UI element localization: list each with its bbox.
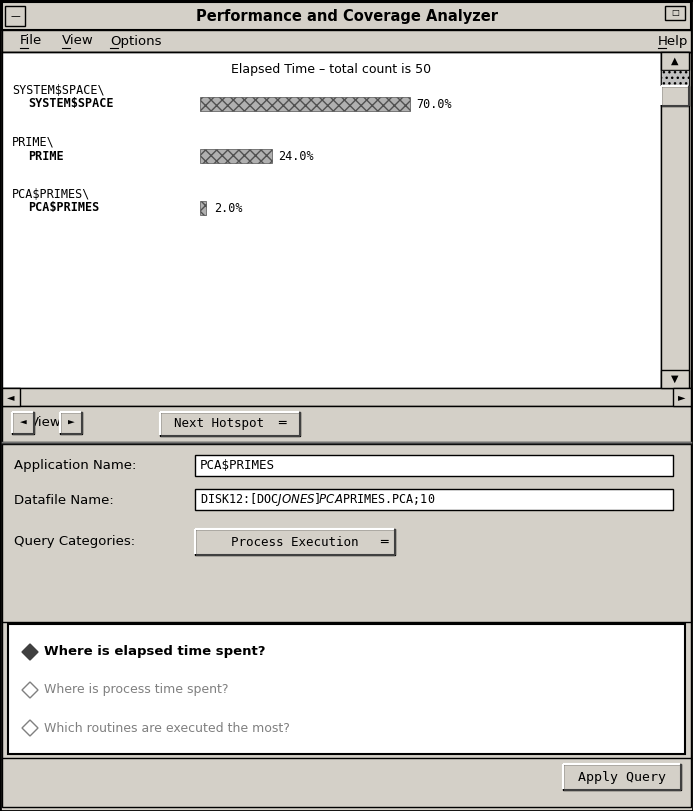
Text: ◄: ◄	[7, 392, 15, 402]
Bar	[673, 388, 691, 406]
Bar	[2, 30, 691, 52]
Bar	[2, 406, 691, 442]
Text: Performance and Coverage Analyzer: Performance and Coverage Analyzer	[195, 8, 498, 24]
Bar	[2, 758, 691, 807]
Text: Help: Help	[658, 35, 688, 48]
Bar	[2, 52, 691, 760]
Text: ▲: ▲	[672, 56, 678, 66]
Text: DISK12:[DOC$JONES]PCA$PRIMES.PCA;10: DISK12:[DOC$JONES]PCA$PRIMES.PCA;10	[200, 491, 435, 508]
Text: Datafile Name:: Datafile Name:	[14, 494, 114, 507]
Text: PRIME\: PRIME\	[12, 135, 55, 148]
Bar	[661, 70, 689, 86]
Bar	[661, 86, 689, 106]
Bar	[2, 2, 691, 30]
Text: PCA$PRIMES: PCA$PRIMES	[200, 459, 275, 472]
Text: View: View	[30, 417, 62, 430]
Bar	[160, 412, 300, 436]
Text: ►: ►	[678, 392, 686, 402]
Text: View: View	[62, 35, 94, 48]
Bar	[8, 624, 685, 754]
Bar	[661, 52, 689, 70]
Text: SYSTEM$SPACE\: SYSTEM$SPACE\	[12, 84, 105, 97]
Text: Apply Query: Apply Query	[578, 770, 666, 783]
Bar	[195, 529, 395, 555]
Bar	[195, 455, 673, 476]
Bar	[665, 6, 685, 20]
Bar	[2, 444, 691, 622]
Text: ◄: ◄	[19, 418, 26, 428]
Text: □: □	[671, 8, 679, 18]
Polygon shape	[22, 682, 38, 698]
Bar	[60, 412, 82, 434]
Polygon shape	[22, 720, 38, 736]
Text: 70.0%: 70.0%	[416, 97, 452, 110]
Bar	[661, 370, 689, 388]
Text: Where is process time spent?: Where is process time spent?	[44, 684, 229, 697]
Text: Options: Options	[110, 35, 161, 48]
Polygon shape	[22, 644, 38, 660]
Text: Application Name:: Application Name:	[14, 460, 137, 473]
Text: PCA$PRIMES: PCA$PRIMES	[28, 201, 99, 214]
Bar	[2, 52, 661, 388]
Bar	[5, 6, 25, 26]
Text: Next Hotspot  ═: Next Hotspot ═	[174, 418, 286, 431]
Text: PRIME: PRIME	[28, 149, 64, 162]
Text: Process Execution   ═: Process Execution ═	[201, 535, 389, 548]
Bar	[12, 412, 34, 434]
Text: Query Categories:: Query Categories:	[14, 535, 135, 548]
Bar	[195, 489, 673, 510]
Text: Which routines are executed the most?: Which routines are executed the most?	[44, 722, 290, 735]
Text: SYSTEM$SPACE: SYSTEM$SPACE	[28, 97, 114, 110]
Bar	[2, 388, 691, 406]
Text: ▼: ▼	[672, 374, 678, 384]
Text: 2.0%: 2.0%	[214, 201, 243, 214]
Text: ►: ►	[68, 418, 74, 428]
Text: Where is elapsed time spent?: Where is elapsed time spent?	[44, 646, 265, 659]
Text: PCA$PRIMES\: PCA$PRIMES\	[12, 187, 90, 200]
Text: —: —	[10, 11, 20, 21]
Text: Elapsed Time – total count is 50: Elapsed Time – total count is 50	[231, 63, 432, 76]
Bar	[661, 52, 689, 388]
Bar	[200, 149, 272, 163]
Bar	[200, 201, 206, 215]
Bar	[200, 97, 410, 111]
Bar	[2, 388, 20, 406]
Text: File: File	[20, 35, 42, 48]
Bar	[563, 764, 681, 790]
Text: 24.0%: 24.0%	[278, 149, 314, 162]
